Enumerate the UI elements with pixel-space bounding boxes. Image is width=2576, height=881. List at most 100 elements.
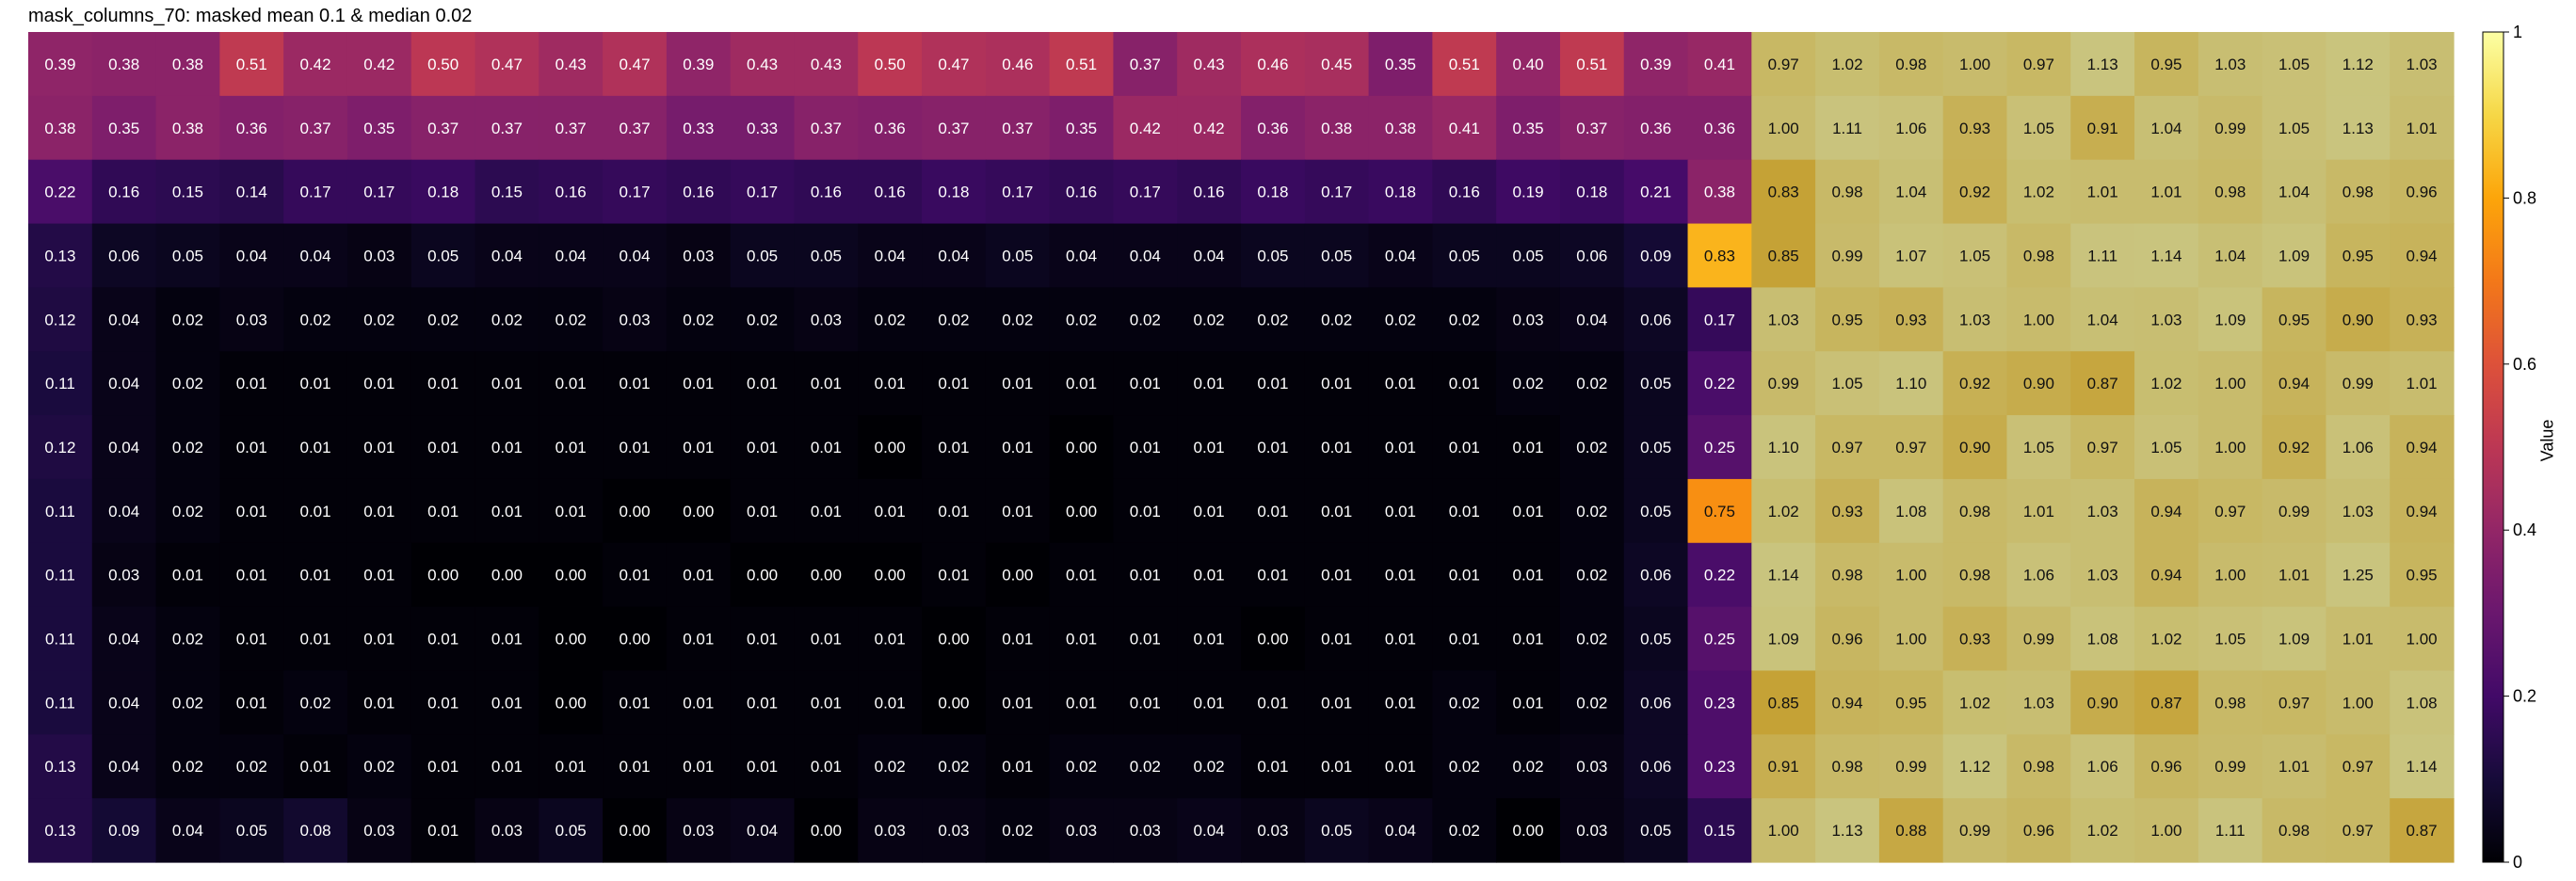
cell-value-label: 0.02	[747, 311, 778, 328]
heatmap-cell	[858, 670, 923, 735]
heatmap-cell	[2070, 734, 2135, 799]
cell-value-label: 0.01	[683, 758, 714, 776]
cell-value-label: 0.03	[1513, 311, 1544, 328]
heatmap-cell	[346, 415, 412, 480]
cell-value-label: 0.42	[363, 56, 394, 73]
cell-value-label: 1.01	[2150, 184, 2182, 201]
heatmap-cell	[2134, 287, 2199, 352]
cell-value-label: 0.11	[45, 375, 75, 392]
cell-value-label: 0.91	[1768, 758, 1799, 776]
heatmap-cell	[2390, 606, 2455, 672]
heatmap-cell	[794, 351, 859, 416]
cell-value-label: 1.03	[2087, 567, 2118, 585]
heatmap-cell	[1559, 478, 1625, 544]
cell-value-label: 0.01	[555, 439, 587, 457]
heatmap-cell	[603, 798, 668, 863]
cell-value-label: 0.05	[172, 247, 203, 264]
heatmap-cell	[1623, 32, 1689, 97]
colorbar-tick-label: 1	[2513, 23, 2522, 41]
cell-value-label: 0.01	[747, 503, 778, 521]
heatmap-cell	[1177, 542, 1242, 608]
cell-value-label: 0.01	[427, 503, 459, 521]
cell-value-label: 0.01	[1321, 631, 1352, 649]
heatmap-cell	[411, 287, 476, 352]
cell-value-label: 0.99	[2023, 631, 2054, 649]
cell-value-label: 0.01	[938, 503, 969, 521]
cell-value-label: 0.01	[1194, 567, 1225, 585]
cell-value-label: 0.36	[875, 120, 906, 137]
cell-value-label: 0.06	[108, 247, 139, 264]
heatmap-cell	[1241, 287, 1306, 352]
heatmap-cell	[283, 159, 348, 225]
cell-value-label: 0.96	[2023, 822, 2054, 840]
heatmap-cell	[28, 670, 93, 735]
cell-value-label: 0.05	[427, 247, 459, 264]
heatmap-cell	[1559, 223, 1625, 288]
heatmap-cell	[283, 734, 348, 799]
heatmap-cell	[603, 223, 668, 288]
cell-value-label: 1.04	[1895, 184, 1926, 201]
cell-value-label: 0.01	[811, 375, 842, 392]
heatmap-cell	[2006, 351, 2071, 416]
cell-value-label: 0.03	[491, 822, 523, 840]
cell-value-label: 0.95	[2343, 247, 2374, 264]
cell-value-label: 0.01	[427, 758, 459, 776]
cell-value-label: 0.97	[1768, 56, 1799, 73]
cell-value-label: 0.01	[1257, 758, 1288, 776]
cell-value-label: 1.13	[2087, 56, 2118, 73]
heatmap-cell	[1113, 415, 1178, 480]
heatmap-cell	[411, 606, 476, 672]
heatmap-cell	[1878, 415, 1944, 480]
cell-value-label: 0.23	[1704, 694, 1735, 712]
heatmap-cell	[91, 606, 157, 672]
cell-value-label: 0.06	[1576, 247, 1607, 264]
heatmap-cell	[1368, 159, 1433, 225]
heatmap-cell	[219, 542, 284, 608]
heatmap-cell	[794, 734, 859, 799]
cell-value-label: 0.88	[1895, 822, 1926, 840]
heatmap-cell	[1368, 478, 1433, 544]
heatmap-cell	[922, 606, 987, 672]
cell-value-label: 0.16	[108, 184, 139, 201]
cell-value-label: 0.02	[1576, 439, 1607, 457]
colorbar-tick-label: 0.6	[2513, 355, 2536, 374]
heatmap-cell	[1559, 287, 1625, 352]
heatmap-cell	[1751, 287, 1816, 352]
heatmap-cell	[1241, 734, 1306, 799]
cell-value-label: 1.14	[2407, 758, 2438, 776]
heatmap-cell	[1815, 32, 1880, 97]
heatmap-cell	[1687, 415, 1752, 480]
cell-value-label: 0.02	[1449, 311, 1480, 328]
heatmap-cell	[1241, 32, 1306, 97]
cell-value-label: 0.01	[938, 375, 969, 392]
cell-value-label: 0.02	[1576, 631, 1607, 649]
heatmap-cell	[1304, 606, 1370, 672]
cell-value-label: 0.93	[2407, 311, 2438, 328]
cell-value-label: 0.97	[2278, 694, 2310, 712]
cell-value-label: 0.36	[1640, 120, 1671, 137]
cell-value-label: 0.01	[491, 694, 523, 712]
heatmap-cell	[858, 32, 923, 97]
heatmap-cell	[2006, 606, 2071, 672]
cell-value-label: 0.99	[2214, 120, 2246, 137]
cell-value-label: 0.35	[1513, 120, 1544, 137]
cell-value-label: 0.01	[747, 375, 778, 392]
heatmap-cell	[411, 159, 476, 225]
heatmap-cell	[2134, 159, 2199, 225]
cell-value-label: 0.01	[1385, 375, 1416, 392]
heatmap-cell	[1942, 351, 2008, 416]
heatmap-cell	[1687, 287, 1752, 352]
cell-value-label: 0.06	[1640, 311, 1671, 328]
heatmap-cell	[1432, 478, 1497, 544]
heatmap-cell	[1623, 415, 1689, 480]
heatmap-cell	[155, 798, 220, 863]
cell-value-label: 0.02	[172, 439, 203, 457]
heatmap-cell	[2134, 95, 2199, 161]
heatmap-cell	[858, 223, 923, 288]
heatmap-cell	[539, 606, 604, 672]
cell-value-label: 0.01	[427, 694, 459, 712]
cell-value-label: 0.11	[45, 567, 75, 585]
heatmap-cell	[219, 351, 284, 416]
cell-value-label: 0.14	[236, 184, 267, 201]
cell-value-label: 0.01	[1385, 758, 1416, 776]
